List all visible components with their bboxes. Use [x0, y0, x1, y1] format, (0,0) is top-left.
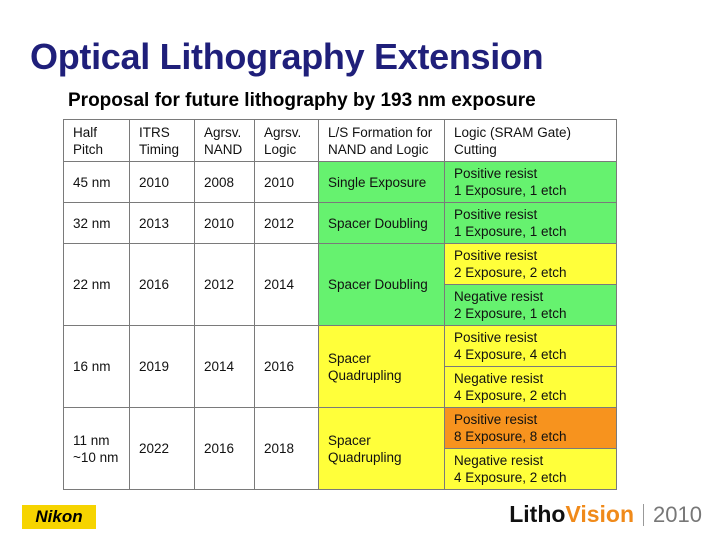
slide-subtitle: Proposal for future lithography by 193 n… — [68, 90, 536, 111]
cutting-cell: Positive resist 4 Exposure, 4 etch — [444, 325, 617, 367]
ls-formation-cell: Spacer Doubling — [318, 243, 445, 326]
slide-title: Optical Lithography Extension — [30, 36, 544, 77]
cutting-cell: Negative resist 4 Exposure, 2 etch — [444, 448, 617, 490]
brand-vision: Vision — [565, 501, 635, 527]
brand-litho: Litho — [509, 501, 566, 527]
cutting-cell: Positive resist 1 Exposure, 1 etch — [444, 202, 617, 244]
half-pitch-cell: 32 nm — [63, 202, 130, 244]
itrs-timing-cell: 2022 — [129, 407, 195, 490]
nand-year-cell: 2008 — [194, 161, 255, 203]
ls-formation-cell: Spacer Quadrupling — [318, 325, 445, 408]
table-header-row: Half Pitch ITRS Timing Agrsv. NAND Agrsv… — [63, 119, 617, 162]
brand-year: 2010 — [653, 501, 702, 527]
table-row: Negative resist 2 Exposure, 1 etch — [64, 284, 617, 326]
nand-year-cell: 2014 — [194, 325, 255, 408]
itrs-timing-cell: 2010 — [129, 161, 195, 203]
half-pitch-cell: 22 nm — [63, 243, 130, 326]
header-logic-cutting: Logic (SRAM Gate) Cutting — [444, 119, 617, 162]
header-ls-formation: L/S Formation for NAND and Logic — [318, 119, 445, 162]
table-body: 45 nm 2010 2008 2010 Single Exposure Positive… — [63, 161, 617, 490]
itrs-timing-cell: 2016 — [129, 243, 195, 326]
cutting-cell: Positive resist 2 Exposure, 2 etch — [444, 243, 617, 285]
half-pitch-cell: 16 nm — [63, 325, 130, 408]
brand-separator — [643, 503, 645, 526]
ls-formation-cell: Spacer Quadrupling — [318, 407, 445, 490]
header-half-pitch: Half Pitch — [63, 119, 130, 162]
itrs-timing-cell: 2013 — [129, 202, 195, 244]
table-row: 45 nm 2010 2008 2010 Single Exposure Positive… — [63, 161, 617, 203]
cutting-cell: Negative resist 2 Exposure, 1 etch — [444, 284, 617, 326]
half-pitch-cell: 45 nm — [63, 161, 130, 203]
nand-year-cell: 2016 — [194, 407, 255, 490]
table-row: Negative resist 4 Exposure, 2 etch — [64, 448, 617, 490]
ls-formation-cell: Single Exposure — [318, 161, 445, 203]
logic-year-cell: 2016 — [254, 325, 319, 408]
table-row: 32 nm 2013 2010 2012 Spacer Doubling Positive… — [63, 202, 617, 244]
nand-year-cell: 2012 — [194, 243, 255, 326]
lithography-table: Half Pitch ITRS Timing Agrsv. NAND Agrsv… — [63, 119, 617, 490]
itrs-timing-cell: 2019 — [129, 325, 195, 408]
table-row: 16 nm 2019 2014 2016 Spacer Quadrupling Positi… — [63, 325, 617, 408]
ls-formation-cell: Spacer Doubling — [318, 202, 445, 244]
table-row: Negative resist 4 Exposure, 2 etch — [64, 366, 617, 408]
table-row: 22 nm 2016 2012 2014 Spacer Doubling Positive… — [63, 243, 617, 326]
header-itrs-timing: ITRS Timing — [129, 119, 195, 162]
cutting-cell: Positive resist 1 Exposure, 1 etch — [444, 161, 617, 203]
half-pitch-cell: 11 nm ~10 nm — [63, 407, 130, 490]
nikon-logo: Nikon — [22, 505, 96, 529]
table-row: 11 nm ~10 nm 2022 2016 2018 Spacer Quadrupling… — [63, 407, 617, 490]
logic-year-cell: 2010 — [254, 161, 319, 203]
header-agrsv-logic: Agrsv. Logic — [254, 119, 319, 162]
cutting-cell: Positive resist 8 Exposure, 8 etch — [444, 407, 617, 449]
lithovision-brand: Litho Vision 2010 — [509, 501, 702, 528]
logic-year-cell: 2012 — [254, 202, 319, 244]
cutting-cell: Negative resist 4 Exposure, 2 etch — [444, 366, 617, 408]
logic-year-cell: 2014 — [254, 243, 319, 326]
header-agrsv-nand: Agrsv. NAND — [194, 119, 255, 162]
nand-year-cell: 2010 — [194, 202, 255, 244]
logic-year-cell: 2018 — [254, 407, 319, 490]
